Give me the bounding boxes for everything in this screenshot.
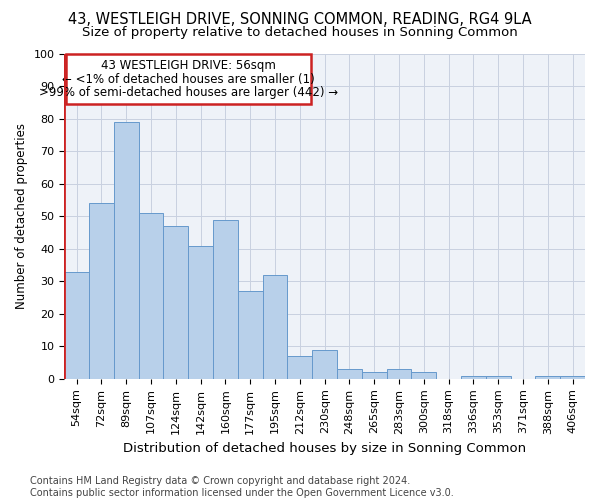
Bar xyxy=(188,246,213,379)
Bar xyxy=(64,272,89,379)
Text: 43 WESTLEIGH DRIVE: 56sqm: 43 WESTLEIGH DRIVE: 56sqm xyxy=(101,59,275,72)
Bar xyxy=(461,376,486,379)
Text: ← <1% of detached houses are smaller (1): ← <1% of detached houses are smaller (1) xyxy=(62,72,314,86)
Text: >99% of semi-detached houses are larger (442) →: >99% of semi-detached houses are larger … xyxy=(38,86,338,100)
Bar xyxy=(312,350,337,379)
Bar xyxy=(386,369,412,379)
Bar xyxy=(560,376,585,379)
Bar xyxy=(65,54,311,104)
Bar xyxy=(213,220,238,379)
Text: Contains HM Land Registry data © Crown copyright and database right 2024.
Contai: Contains HM Land Registry data © Crown c… xyxy=(30,476,454,498)
Bar xyxy=(238,291,263,379)
Bar xyxy=(486,376,511,379)
Bar xyxy=(89,204,114,379)
Bar xyxy=(287,356,312,379)
Bar xyxy=(412,372,436,379)
Bar xyxy=(263,275,287,379)
Text: Size of property relative to detached houses in Sonning Common: Size of property relative to detached ho… xyxy=(82,26,518,39)
Bar xyxy=(114,122,139,379)
X-axis label: Distribution of detached houses by size in Sonning Common: Distribution of detached houses by size … xyxy=(123,442,526,455)
Text: 43, WESTLEIGH DRIVE, SONNING COMMON, READING, RG4 9LA: 43, WESTLEIGH DRIVE, SONNING COMMON, REA… xyxy=(68,12,532,28)
Bar xyxy=(337,369,362,379)
Y-axis label: Number of detached properties: Number of detached properties xyxy=(15,124,28,310)
Bar xyxy=(535,376,560,379)
Bar xyxy=(139,213,163,379)
Bar xyxy=(362,372,386,379)
Bar xyxy=(163,226,188,379)
